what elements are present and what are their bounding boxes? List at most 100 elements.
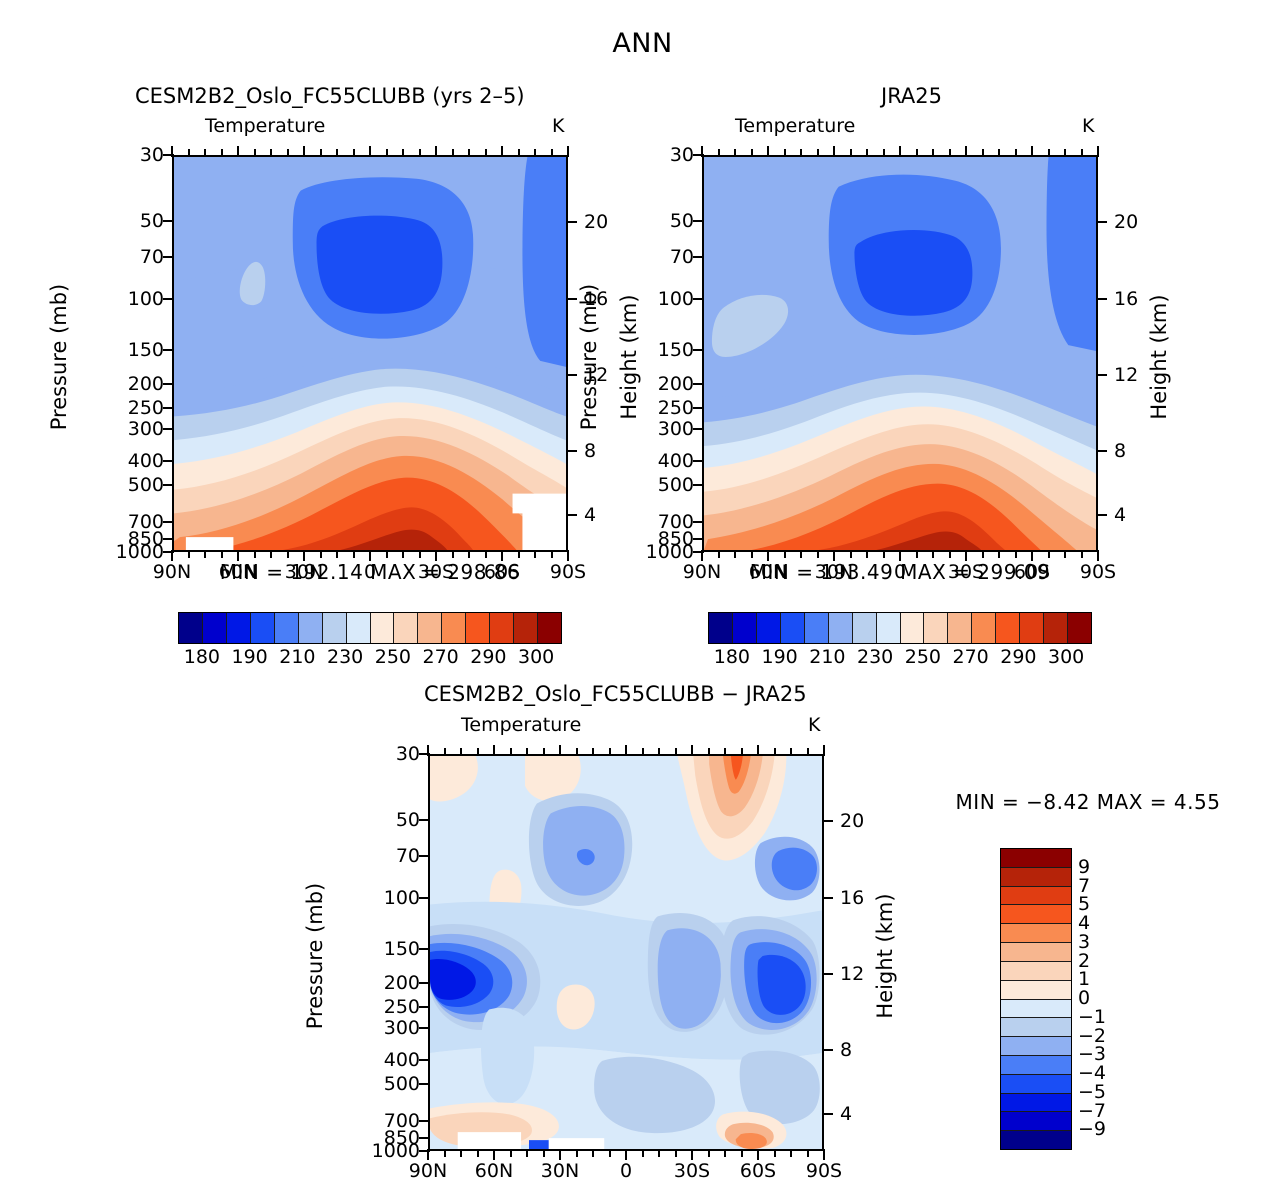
xtick-minor-bottom xyxy=(717,550,720,558)
y2tick-label: 16 xyxy=(584,287,609,310)
colorbar-tick-label: 250 xyxy=(904,646,942,668)
ytick-label: 150 xyxy=(657,338,694,361)
xtick-minor-top xyxy=(526,748,528,756)
colorbar-cell xyxy=(298,613,323,643)
ytick-mark xyxy=(163,383,174,386)
xtick-minor-bottom xyxy=(451,550,454,558)
xtick-label: 60N xyxy=(474,1160,514,1182)
xtick-minor-bottom xyxy=(674,1149,677,1157)
ytick-mark xyxy=(693,297,704,300)
colorbar-cell xyxy=(1001,1018,1071,1038)
xtick-minor-bottom xyxy=(575,1149,578,1157)
plot-area-diff[interactable] xyxy=(428,754,824,1151)
colorbar-cell xyxy=(1001,886,1071,906)
xtick-label: 90S xyxy=(549,561,587,583)
colorbar-tick-label: 300 xyxy=(517,646,555,668)
y2tick-mark xyxy=(1096,374,1107,377)
plot-area-obs[interactable] xyxy=(702,155,1098,552)
colorbar-diff[interactable] xyxy=(1000,848,1072,1150)
colorbar-test[interactable] xyxy=(178,612,562,644)
xtick-mark-bottom xyxy=(965,550,967,561)
xtick-label: 90S xyxy=(1079,561,1117,583)
ytick-label: 850 xyxy=(127,527,164,550)
xtick-minor-bottom xyxy=(468,550,470,558)
colorbar-tick-label: −5 xyxy=(1078,1080,1107,1103)
colorbar-tick-label: 230 xyxy=(856,646,894,668)
xtick-minor-bottom xyxy=(608,1149,611,1157)
colorbar-cell xyxy=(1001,1112,1071,1132)
xtick-minor-top xyxy=(385,149,388,157)
colorbar-cell xyxy=(972,613,997,643)
xtick-minor-top xyxy=(783,149,786,157)
xtick-minor-top xyxy=(336,149,338,157)
colorbar-cell xyxy=(1001,867,1071,887)
ytick-mark xyxy=(419,1005,430,1008)
xtick-minor-top xyxy=(204,149,206,157)
xtick-mark-top xyxy=(171,146,173,157)
xtick-mark-bottom xyxy=(1031,550,1033,561)
xtick-label: 30N xyxy=(540,1160,580,1182)
plot-area-test[interactable] xyxy=(172,155,568,552)
xtick-minor-bottom xyxy=(882,550,885,558)
xtick-mark-top xyxy=(625,745,627,756)
xtick-mark-bottom xyxy=(701,550,703,561)
y2axis-title-diff: Height (km) xyxy=(873,893,897,1019)
xtick-minor-bottom xyxy=(734,550,736,558)
colorbar-tick-label: 2 xyxy=(1078,949,1091,972)
xtick-minor-bottom xyxy=(740,1149,743,1157)
colorbar-cell xyxy=(1001,1055,1071,1075)
xtick-minor-top xyxy=(932,149,934,157)
xtick-minor-bottom xyxy=(270,550,272,558)
colorbar-cell xyxy=(756,613,781,643)
colorbar-cell xyxy=(179,613,203,643)
ytick-label: 150 xyxy=(383,937,420,960)
colorbar-cell xyxy=(202,613,227,643)
xtick-mark-top xyxy=(833,146,835,157)
ytick-mark xyxy=(693,521,704,524)
y2tick-mark xyxy=(1096,220,1107,223)
y2tick-mark xyxy=(822,819,833,822)
ytick-mark xyxy=(163,521,174,524)
colorbar-tick-label: 190 xyxy=(231,646,268,668)
xtick-mark-bottom xyxy=(567,550,569,561)
xtick-minor-bottom xyxy=(641,1149,644,1157)
xtick-minor-bottom xyxy=(550,550,553,558)
xtick-mark-top xyxy=(435,146,437,157)
ytick-mark xyxy=(419,896,430,899)
colorbar-tick-label: 9 xyxy=(1078,855,1091,878)
ytick-label: 50 xyxy=(139,209,164,232)
colorbar-tick-label: 1 xyxy=(1078,968,1091,991)
y2tick-label: 8 xyxy=(584,439,597,462)
colorbar-cell xyxy=(1001,980,1071,1000)
ytick-label: 300 xyxy=(657,417,694,440)
colorbar-cell xyxy=(876,613,901,643)
y2tick-label: 12 xyxy=(584,364,609,387)
ytick-mark xyxy=(419,1150,430,1152)
xtick-label: 60S xyxy=(483,561,521,583)
xtick-label: 60N xyxy=(218,561,258,583)
xtick-mark-bottom xyxy=(303,550,305,561)
xtick-minor-top xyxy=(707,748,710,756)
xtick-minor-bottom xyxy=(849,550,852,558)
xtick-mark-top xyxy=(501,146,503,157)
xtick-mark-bottom xyxy=(501,550,503,561)
ytick-mark xyxy=(419,818,430,821)
ytick-label: 850 xyxy=(383,1126,420,1149)
ytick-label: 300 xyxy=(127,417,164,440)
colorbar-tick-label: −1 xyxy=(1078,1005,1107,1028)
yaxis-title-diff: Pressure (mb) xyxy=(303,882,327,1030)
variable-label-test: Temperature xyxy=(205,115,326,137)
colorbar-obs[interactable] xyxy=(708,612,1092,644)
xtick-label: 60S xyxy=(1013,561,1051,583)
xtick-mark-bottom xyxy=(427,1149,429,1160)
xtick-label: 0 xyxy=(363,561,377,583)
ytick-label: 1000 xyxy=(645,541,694,563)
xtick-minor-bottom xyxy=(592,1149,594,1157)
xtick-mark-top xyxy=(899,146,901,157)
colorbar-cell xyxy=(346,613,371,643)
xtick-mark-top xyxy=(701,146,703,157)
xtick-minor-top xyxy=(849,149,852,157)
ytick-mark xyxy=(419,855,430,858)
ytick-label: 250 xyxy=(127,396,164,419)
ytick-label: 100 xyxy=(657,287,694,310)
